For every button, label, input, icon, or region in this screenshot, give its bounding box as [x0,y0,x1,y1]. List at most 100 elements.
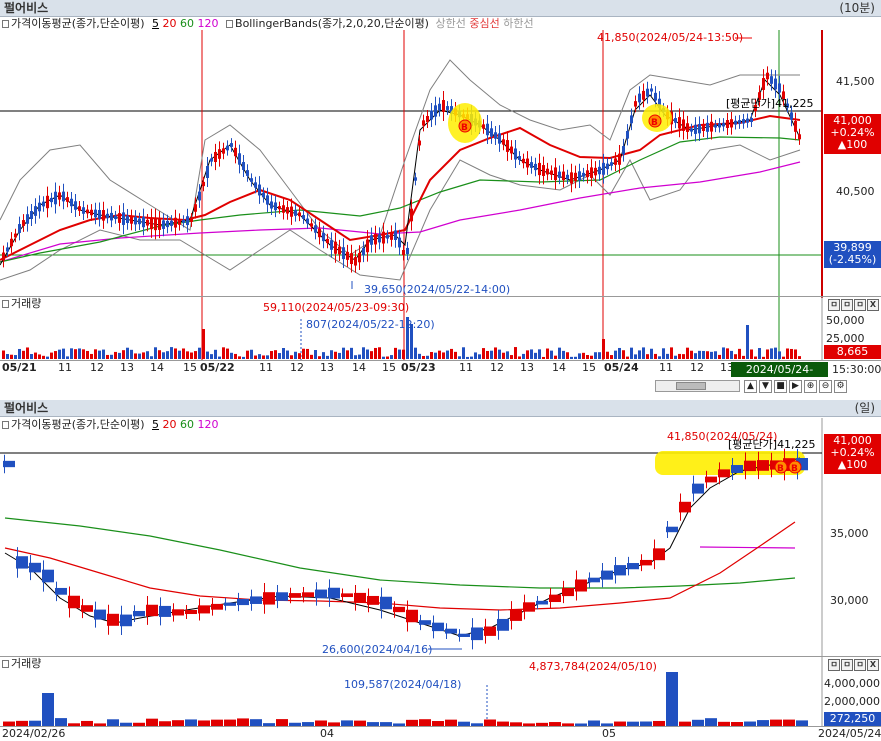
bottom-x-axis: 2024/02/26 04 05 2024/05/24 [0,726,881,741]
volume-bar [458,721,470,726]
volume-bar [263,723,275,726]
candle [510,609,522,621]
x-tick: 05/22 [200,361,235,374]
zoom-in-icon[interactable]: ⊕ [804,380,817,393]
candle [526,158,529,168]
volume-bar [466,356,469,359]
zoom-out-icon[interactable]: ⊖ [819,380,832,393]
volume-bar [602,339,605,359]
volume-bar [318,356,321,359]
candle [546,168,549,175]
candle [549,594,561,603]
volume-bar [146,351,149,359]
top-price-chart[interactable]: B B 41,850(2024/05/24-13:50) 39,650(2024… [0,30,881,298]
scroll-thumb[interactable] [676,382,706,390]
ma-legend-label[interactable]: 가격이동평균(종가,단순이평) [11,418,145,431]
candle [602,162,605,175]
candle [406,247,409,255]
play-button[interactable]: ▶ [789,380,802,393]
candle [350,253,353,265]
checkbox-icon[interactable] [2,300,9,308]
volume-bar [575,723,587,726]
candle [278,206,281,210]
checkbox-icon[interactable] [2,660,9,668]
volume-bar [234,353,237,359]
volume-bar [185,719,197,726]
candle [78,206,81,211]
candle [742,119,745,124]
bottom-volume-chart[interactable]: 4,873,784(2024/05/10) 109,587(2024/04/18… [0,657,881,726]
bottom-chart-timeframe[interactable]: (일) [854,401,875,415]
volume-bar [170,347,173,359]
candle [26,214,29,224]
panel-close-button[interactable]: X [867,299,879,311]
panel-restore-button[interactable]: ㅁ [854,659,866,671]
top-volume-chart[interactable]: 59,110(2024/05/23-09:30) 807(2024/05/22-… [0,297,881,360]
candle [445,628,457,634]
volume-bar [474,352,477,359]
x-tick: 13 [120,361,134,374]
top-chart-timeframe[interactable]: (10분) [839,1,875,15]
top-legend: 가격이동평균(종가,단순이평) 5 20 60 120 BollingerBan… [2,17,534,31]
checkbox-icon[interactable] [226,20,234,28]
settings-icon[interactable]: ⚙ [834,380,847,393]
panel-close-button[interactable]: X [867,659,879,671]
volume-label[interactable]: 거래량 [11,657,42,670]
volume-bar [58,349,61,359]
volume-bar [62,348,65,359]
candle [614,565,626,576]
candle [358,252,361,263]
current-delta: ▲100 [837,138,868,151]
vol-high-annotation: 4,873,784(2024/05/10) [529,660,657,673]
volume-bar [658,356,661,359]
candle [14,233,17,238]
candle [6,247,9,252]
candle [82,207,85,214]
scroll-track[interactable] [655,380,740,392]
volume-bar [289,722,301,726]
volume-bar [274,350,277,359]
candle [182,219,185,223]
x-tick: 12 [690,361,704,374]
candle [622,146,625,155]
candle [58,192,61,200]
scroll-down-button[interactable]: ▼ [759,380,772,393]
price-tick: 41,500 [836,75,875,88]
checkbox-icon[interactable] [2,20,9,28]
candle [582,172,585,177]
candle [18,224,21,233]
volume-bar [178,350,181,359]
candle [774,78,777,90]
volume-bar [290,355,293,359]
panel-restore-button[interactable]: ㅁ [854,299,866,311]
volume-bar [498,349,501,359]
panel-min-button[interactable]: ㅁ [828,299,840,311]
x-tick: 14 [150,361,164,374]
candle [486,123,489,136]
volume-bar [342,347,345,359]
volume-bar [554,355,557,359]
candle [410,208,413,222]
volume-bar [590,355,593,359]
checkbox-icon[interactable] [2,421,9,429]
volume-bar [606,351,609,359]
volume-bar [574,356,577,359]
bb-legend-label[interactable]: BollingerBands(종가,2,0,20,단순이평) [235,17,429,30]
volume-label[interactable]: 거래량 [11,297,42,310]
volume-bar [718,721,730,726]
panel-max-button[interactable]: ㅁ [841,299,853,311]
candle [346,251,349,260]
volume-bar [34,352,37,359]
volume-bar [18,348,21,359]
ma-legend-label[interactable]: 가격이동평균(종가,단순이평) [11,17,145,30]
volume-bar [410,324,413,359]
panel-max-button[interactable]: ㅁ [841,659,853,671]
volume-bar [74,349,77,359]
panel-min-button[interactable]: ㅁ [828,659,840,671]
scroll-left-button[interactable]: ▲ [744,380,757,393]
candle [588,577,600,583]
volume-bar [98,350,101,359]
bottom-price-chart[interactable]: B B 41,850(2024/05/24) [평균단가]41,225 26,6… [0,418,881,656]
stop-button[interactable]: ■ [774,380,787,393]
volume-bar [406,719,418,726]
